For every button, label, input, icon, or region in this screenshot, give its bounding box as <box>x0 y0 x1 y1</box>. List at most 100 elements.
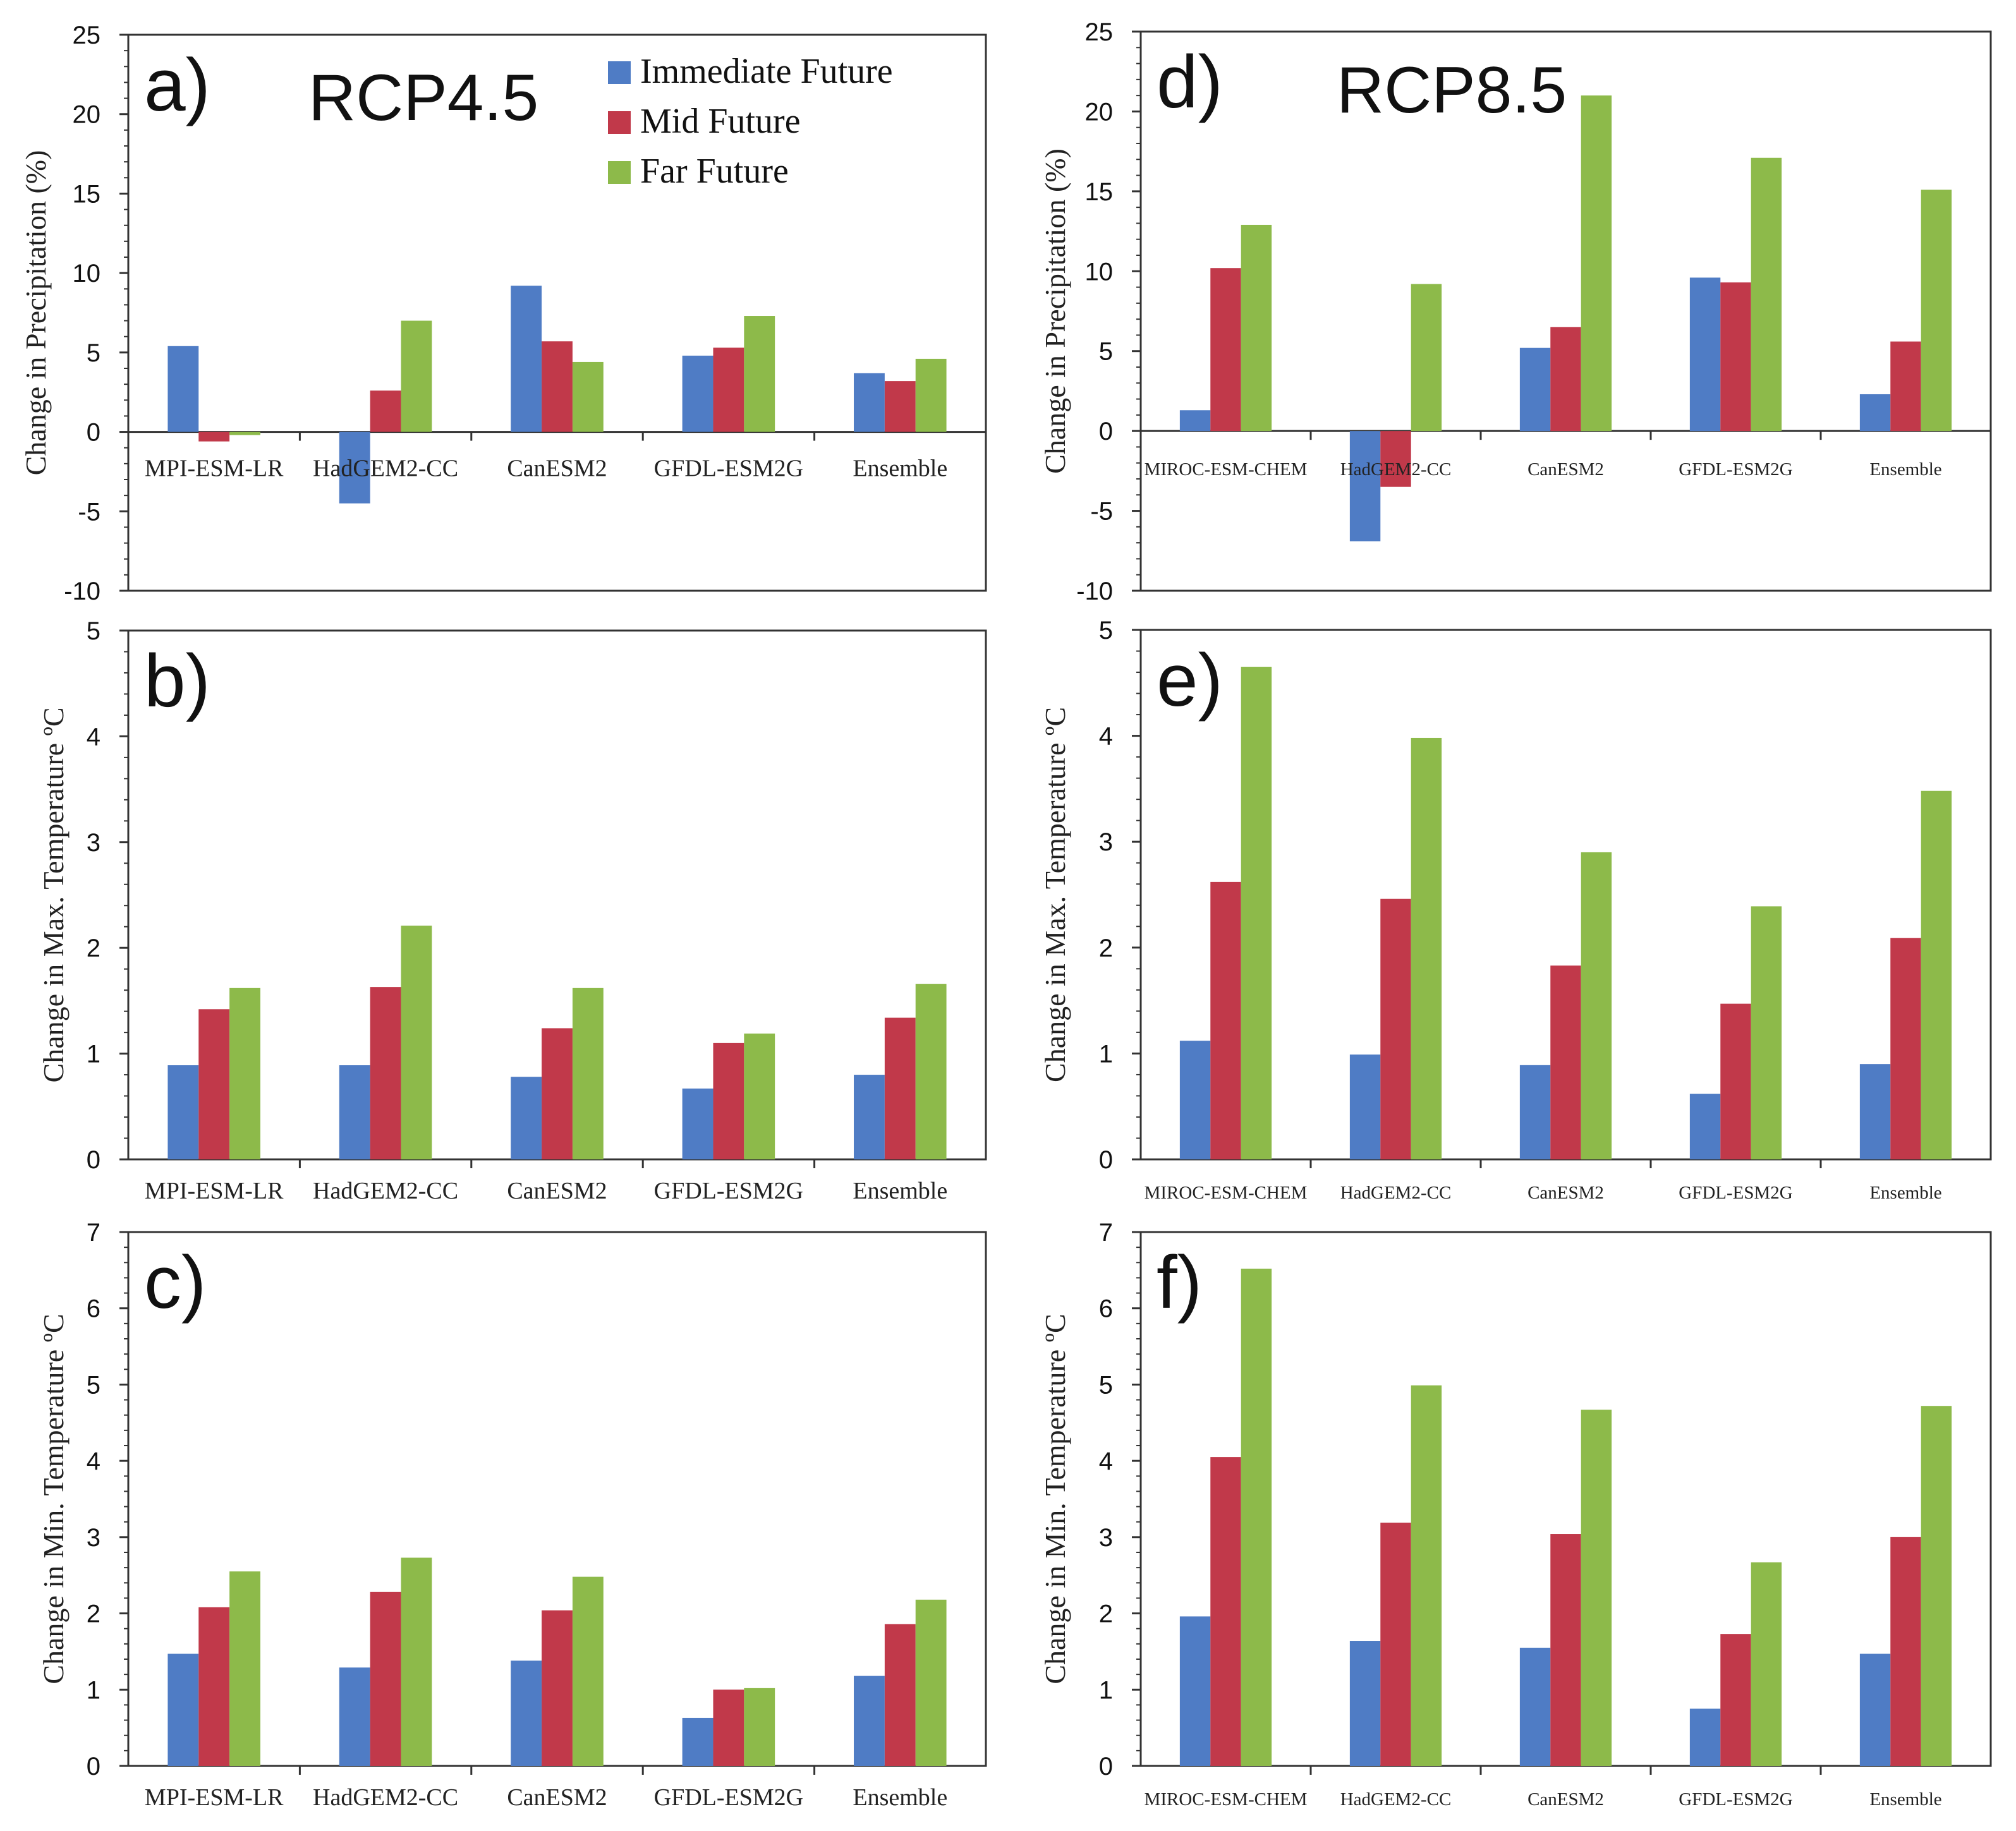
category-label: GFDL-ESM2G <box>654 1178 803 1204</box>
bar-far-4 <box>915 358 947 432</box>
plot-frame <box>127 33 987 592</box>
bar-mid-2 <box>542 341 573 432</box>
panel-e: 0 1 2 3 4 5 MIROC-ESM-CHEM HadGEM2-CC CanESM2 GFD… <box>1039 617 1992 1203</box>
y-tick-label: 15 <box>1085 178 1114 206</box>
y-tick-label: 0 <box>1099 1146 1113 1174</box>
bar-immediate-1 <box>1349 431 1381 541</box>
bar-far-4 <box>1921 1406 1952 1766</box>
bar-immediate-4 <box>854 1676 885 1766</box>
bar-far-1 <box>1411 737 1442 1159</box>
y-axis-label: Change in Max. Temperature ºC <box>37 708 70 1083</box>
bar-immediate-2 <box>1519 1065 1551 1159</box>
category-label: GFDL-ESM2G <box>1679 1183 1793 1203</box>
panel-label: f) <box>1157 1241 1202 1324</box>
bar-far-0 <box>229 1571 260 1766</box>
category-label: GFDL-ESM2G <box>654 1784 803 1811</box>
category-label: MIROC-ESM-CHEM <box>1145 1789 1308 1810</box>
bar-mid-3 <box>713 1042 744 1159</box>
bar-far-4 <box>1921 190 1952 432</box>
bar-immediate-2 <box>1519 347 1551 432</box>
bar-far-2 <box>572 361 604 432</box>
bar-mid-2 <box>1550 1534 1581 1766</box>
y-tick-label: 4 <box>1099 1447 1113 1475</box>
legend-swatch-far <box>608 161 631 184</box>
bar-immediate-1 <box>1349 1641 1381 1766</box>
bar-far-3 <box>744 316 775 432</box>
bar-far-2 <box>572 988 604 1159</box>
panel-label: d) <box>1157 40 1223 124</box>
y-tick-label: 2 <box>1099 934 1113 962</box>
y-axis-label: Change in Precipitation (%) <box>20 150 52 476</box>
bar-mid-0 <box>198 432 230 442</box>
category-label: GFDL-ESM2G <box>1679 459 1793 480</box>
y-tick-label: 6 <box>1099 1295 1113 1323</box>
bar-mid-1 <box>1380 431 1411 487</box>
category-label: GFDL-ESM2G <box>654 456 803 482</box>
bar-mid-0 <box>198 1009 230 1159</box>
bar-mid-4 <box>884 1624 916 1766</box>
category-label: Ensemble <box>1869 459 1941 480</box>
y-tick-label: 5 <box>1099 617 1113 644</box>
y-tick-label: -5 <box>1090 498 1113 526</box>
bar-immediate-0 <box>1179 1616 1211 1766</box>
bar-far-2 <box>572 1576 604 1766</box>
y-tick-label: 7 <box>87 1219 100 1247</box>
bar-immediate-3 <box>682 1088 713 1159</box>
panel-label: e) <box>1157 639 1223 722</box>
bar-mid-3 <box>1720 1003 1751 1159</box>
bar-far-3 <box>1751 1562 1782 1766</box>
bar-far-2 <box>1581 1410 1612 1766</box>
category-label: HadGEM2-CC <box>313 456 458 482</box>
panel-a: -10 -5 0 5 10 15 20 25 MPI-ESM-LR HadGEM2-CC CanES… <box>20 21 987 605</box>
legend-label-mid: Mid Future <box>640 102 801 141</box>
legend-swatch-mid <box>608 111 631 134</box>
bar-far-1 <box>401 1557 432 1766</box>
bar-immediate-3 <box>682 1717 713 1766</box>
bar-far-3 <box>744 1033 775 1159</box>
bar-far-0 <box>229 432 260 435</box>
bar-far-1 <box>401 320 432 432</box>
category-label: Ensemble <box>853 1178 947 1204</box>
bar-far-3 <box>1751 157 1782 432</box>
y-tick-label: 25 <box>1085 18 1114 46</box>
category-label: CanESM2 <box>1527 459 1604 480</box>
y-tick-label: 10 <box>73 260 101 287</box>
y-tick-label: 6 <box>87 1295 100 1323</box>
y-tick-label: 3 <box>87 829 100 857</box>
legend: Immediate Future Mid Future Far Future <box>608 52 893 191</box>
y-tick-label: -10 <box>1076 577 1113 605</box>
y-tick-label: 0 <box>87 1753 100 1780</box>
bar-mid-4 <box>884 381 916 432</box>
y-tick-label: 5 <box>87 1371 100 1399</box>
y-tick-label: 1 <box>87 1676 100 1704</box>
category-label: HadGEM2-CC <box>1340 459 1452 480</box>
y-tick-label: 4 <box>1099 723 1113 751</box>
bar-immediate-1 <box>1349 1054 1381 1159</box>
bar-mid-0 <box>1210 881 1241 1159</box>
bar-far-3 <box>1751 906 1782 1159</box>
bar-far-1 <box>401 926 432 1159</box>
y-tick-label: 5 <box>87 617 100 645</box>
bar-far-1 <box>1411 284 1442 432</box>
category-label: HadGEM2-CC <box>1340 1183 1452 1203</box>
bar-far-0 <box>229 988 260 1159</box>
category-label: HadGEM2-CC <box>1340 1789 1452 1810</box>
y-tick-label: -5 <box>78 498 100 526</box>
y-tick-label: 5 <box>87 339 100 367</box>
y-tick-label: 3 <box>1099 1524 1113 1552</box>
bar-immediate-4 <box>854 373 885 432</box>
bar-immediate-2 <box>511 1660 542 1766</box>
bar-far-0 <box>1241 224 1272 432</box>
panel-d: -10 -5 0 5 10 15 20 25 MIROC-ESM-CHEM HadGEM2-CC C… <box>1039 18 1992 605</box>
y-tick-label: 4 <box>87 1447 100 1475</box>
category-label: CanESM2 <box>507 1784 607 1811</box>
bar-mid-3 <box>713 347 744 432</box>
y-tick-label: 10 <box>1085 258 1114 286</box>
bar-far-4 <box>915 984 947 1159</box>
bar-mid-2 <box>542 1028 573 1159</box>
y-tick-label: 0 <box>1099 418 1113 445</box>
panel-c: 0 1 2 3 4 5 6 7 MPI-ESM-LR HadGEM2-CC CanESM2 GFDL-… <box>37 1219 987 1811</box>
bar-mid-3 <box>713 1689 744 1766</box>
y-axis-label: Change in Precipitation (%) <box>1039 148 1071 474</box>
bar-far-3 <box>744 1688 775 1766</box>
